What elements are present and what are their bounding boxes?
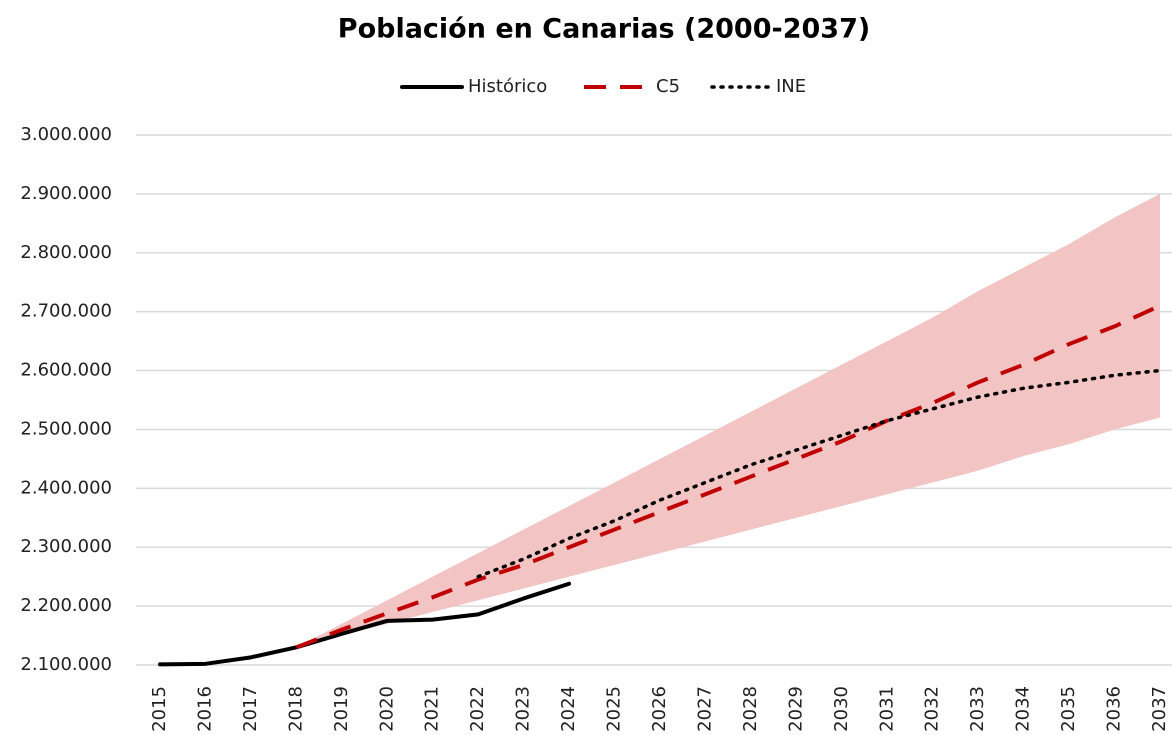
x-tick-label: 2022	[467, 686, 488, 732]
x-tick-label: 2027	[694, 686, 715, 732]
series-line	[295, 303, 1161, 650]
x-tick-label: 2029	[785, 686, 806, 732]
legend-label: Histórico	[468, 76, 547, 97]
x-tick-label: 2026	[649, 686, 670, 732]
y-tick-label: 2.900.000	[20, 183, 112, 204]
legend-label: INE	[776, 76, 806, 97]
uncertainty-band	[296, 193, 1160, 648]
x-tick-label: 2020	[376, 686, 397, 732]
x-tick-label: 2019	[331, 686, 352, 732]
x-tick-label: 2036	[1104, 686, 1125, 732]
x-tick-label: 2025	[604, 686, 625, 732]
x-tick-label: 2032	[922, 686, 943, 732]
y-tick-label: 2.500.000	[20, 418, 112, 439]
x-tick-label: 2035	[1058, 686, 1079, 732]
x-tick-label: 2028	[740, 686, 761, 732]
x-tick-label: 2034	[1013, 686, 1034, 732]
y-tick-label: 3.000.000	[20, 124, 112, 145]
x-tick-label: 2021	[422, 686, 443, 732]
x-tick-label: 2024	[558, 686, 579, 732]
chart-title: Población en Canarias (2000-2037)	[338, 14, 870, 45]
y-tick-label: 2.700.000	[20, 301, 112, 322]
x-tick-label: 2018	[285, 686, 306, 732]
y-tick-label: 2.600.000	[20, 360, 112, 381]
x-tick-label: 2037	[1149, 686, 1170, 732]
x-tick-label: 2031	[876, 686, 897, 732]
x-tick-label: 2033	[967, 686, 988, 732]
series-line	[476, 368, 1162, 579]
y-tick-label: 2.100.000	[20, 654, 112, 675]
x-tick-label: 2016	[194, 686, 215, 732]
x-tick-label: 2017	[240, 686, 261, 732]
series-line	[158, 581, 572, 667]
x-tick-label: 2030	[831, 686, 852, 732]
x-tick-label: 2023	[513, 686, 534, 732]
x-tick-label: 2015	[149, 686, 170, 732]
y-tick-label: 2.800.000	[20, 242, 112, 263]
y-tick-label: 2.400.000	[20, 477, 112, 498]
y-tick-label: 2.300.000	[20, 536, 112, 557]
y-tick-label: 2.200.000	[20, 595, 112, 616]
legend-label: C5	[656, 76, 680, 97]
